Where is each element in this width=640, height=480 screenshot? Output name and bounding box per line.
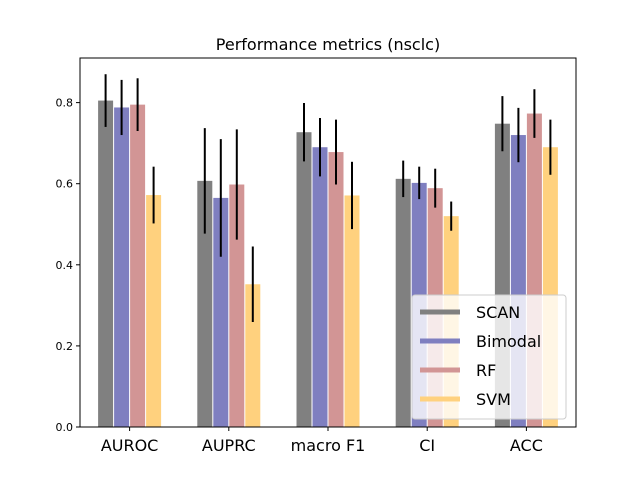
x-tick-label: macro F1 xyxy=(291,436,366,455)
bar xyxy=(328,152,344,428)
bar xyxy=(312,147,328,427)
y-tick-label: 0.6 xyxy=(56,178,74,191)
y-tick-label: 0.8 xyxy=(56,97,74,110)
bar xyxy=(213,197,229,427)
x-tick-label: AUPRC xyxy=(202,436,256,455)
legend-label: SCAN xyxy=(476,303,520,322)
y-tick-label: 0.4 xyxy=(56,259,74,272)
bar xyxy=(395,178,411,427)
x-tick-label: ACC xyxy=(510,436,543,455)
bar xyxy=(229,184,245,427)
bar xyxy=(245,284,261,427)
legend-label: SVM xyxy=(476,390,511,409)
y-tick-label: 0.0 xyxy=(56,421,74,434)
chart-title: Performance metrics (nsclc) xyxy=(216,35,440,54)
x-axis: AUROC AUPRC macro F1 CI ACC xyxy=(101,427,543,455)
bar xyxy=(130,104,146,427)
bar xyxy=(296,132,312,427)
legend-label: RF xyxy=(476,361,496,380)
bar xyxy=(344,195,360,427)
bar xyxy=(98,100,114,428)
legend-label: Bimodal xyxy=(476,332,541,351)
bar xyxy=(197,180,213,427)
bar xyxy=(146,195,162,427)
bar xyxy=(114,107,130,427)
y-tick-label: 0.2 xyxy=(56,340,74,353)
legend: SCAN Bimodal RF SVM xyxy=(411,294,567,420)
legend-box xyxy=(411,294,567,420)
x-tick-label: CI xyxy=(419,436,435,455)
x-tick-label: AUROC xyxy=(101,436,159,455)
error-bars xyxy=(104,74,552,322)
y-axis: 0.0 0.2 0.4 0.6 0.8 xyxy=(56,97,80,434)
